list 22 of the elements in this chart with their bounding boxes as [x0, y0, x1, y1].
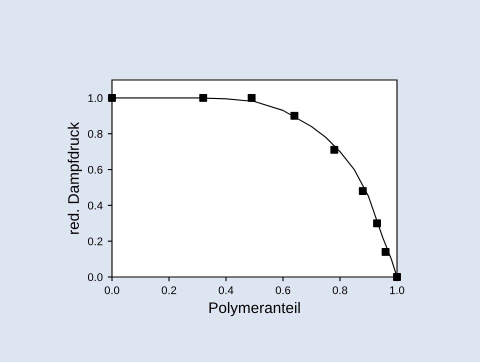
y-tick-label: 0.2: [88, 237, 102, 246]
point: [290, 112, 298, 120]
x-tick-label: 0.8: [332, 286, 348, 294]
x-tick-label: 0.4: [218, 286, 234, 294]
y-tick-label: 0.8: [88, 130, 102, 138]
y-tick-label: 0.4: [88, 202, 103, 210]
x-tick-label: 0.6: [276, 286, 290, 294]
point: [330, 146, 338, 154]
point: [108, 94, 116, 102]
y-tick-label: 0.0: [88, 273, 103, 282]
x-axis-title: Polymeranteil: [209, 302, 300, 316]
point: [358, 187, 367, 195]
y-tick-label: 0.6: [88, 166, 102, 174]
x-tick-label: 1.0: [390, 286, 404, 294]
point: [373, 219, 381, 228]
point: [382, 248, 390, 256]
y-axis-title: red. Dampfdruck: [68, 122, 82, 234]
x-tick-label: 0.0: [104, 286, 120, 294]
y-tick-label: 1.0: [88, 94, 103, 102]
point: [199, 94, 208, 102]
point: [248, 94, 256, 102]
x-tick-label: 0.2: [162, 286, 176, 294]
